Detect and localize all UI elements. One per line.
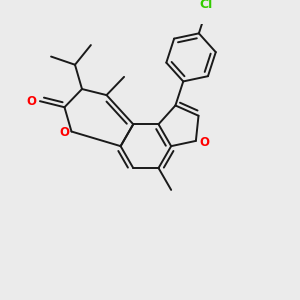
Text: O: O bbox=[27, 95, 37, 108]
Text: O: O bbox=[60, 126, 70, 140]
Text: Cl: Cl bbox=[199, 0, 212, 11]
Text: O: O bbox=[199, 136, 209, 149]
